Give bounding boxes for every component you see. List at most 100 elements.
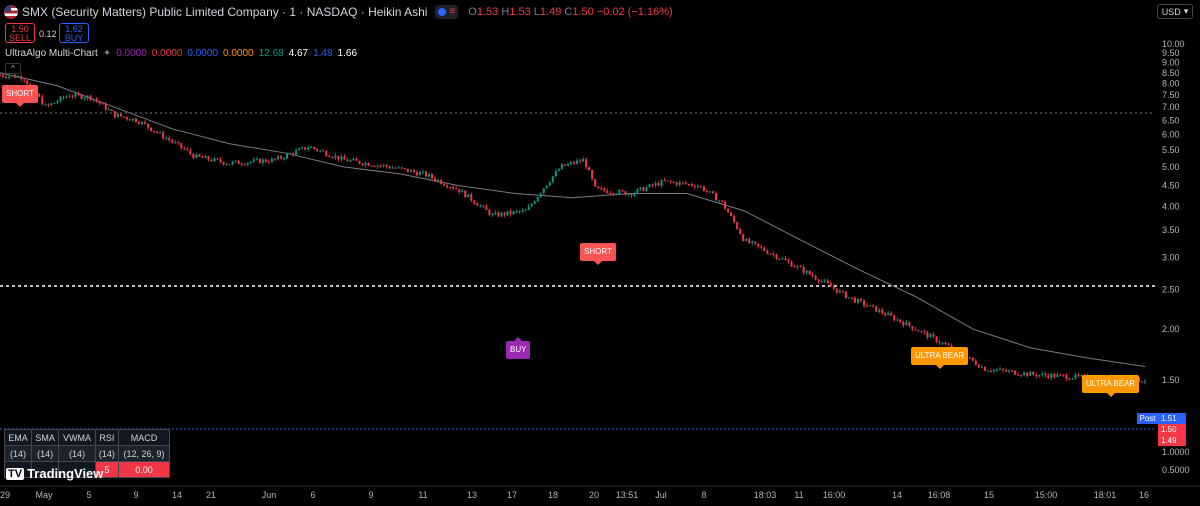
candle-body [331, 156, 334, 158]
candle-body [890, 313, 893, 316]
candle-body [657, 183, 660, 186]
candle-body [618, 190, 621, 194]
candle-body [349, 160, 352, 162]
candle-body [651, 184, 654, 186]
candle-body [1017, 374, 1020, 376]
symbol-title[interactable]: SMX (Security Matters) Public Limited Co… [22, 5, 428, 19]
candle-body [515, 211, 518, 213]
candle-body [512, 211, 515, 214]
candle-body [639, 187, 642, 189]
table-header: RSI [94, 429, 120, 446]
candle-body [563, 164, 566, 166]
table-header: VWMA [58, 429, 96, 446]
table-cell: 0.00 [118, 461, 170, 478]
candle-body [579, 160, 582, 162]
candle-body [920, 331, 923, 333]
candle-body [908, 322, 911, 326]
candle-body [282, 158, 285, 160]
candle-body [177, 142, 180, 144]
candle-body [355, 158, 358, 161]
candle-body [980, 366, 983, 368]
candle-body [1041, 373, 1044, 375]
candle-body [814, 276, 817, 280]
candle-body [258, 158, 261, 164]
candle-body [705, 191, 708, 193]
candle-body [376, 165, 379, 167]
candle-body [482, 205, 485, 207]
candle-body [633, 192, 636, 196]
candle-body [304, 147, 307, 150]
y-tick-label: 5.50 [1162, 145, 1180, 155]
candle-body [50, 103, 53, 106]
candle-body [301, 147, 304, 149]
session-pill[interactable]: ≡ [435, 5, 459, 19]
candle-body [328, 155, 331, 157]
candle-body [545, 185, 548, 189]
candle-body [663, 180, 666, 182]
candle-body [125, 117, 128, 120]
candle-body [343, 156, 346, 160]
candle-body [264, 159, 267, 162]
candle-body [397, 167, 400, 169]
candle-body [0, 74, 1, 76]
candle-body [225, 164, 228, 166]
candle-body [38, 93, 41, 97]
candle-body [1074, 374, 1077, 379]
candle-body [373, 166, 376, 168]
candle-body [796, 266, 799, 268]
candle-body [1080, 375, 1083, 377]
table-cell: (14) [3, 445, 33, 462]
candle-body [461, 190, 464, 193]
candle-body [44, 104, 47, 106]
candle-body [612, 193, 615, 195]
tradingview-logo[interactable]: TV TradingView [6, 466, 103, 481]
indicator-legend[interactable]: UltraAlgo Multi-Chart ✦ 0.0000 0.0000 0.… [5, 48, 357, 59]
collapse-legend-button[interactable]: ^ [5, 63, 21, 74]
currency-selector[interactable]: USD ▾ [1157, 4, 1193, 19]
candle-body [724, 201, 727, 209]
candle-body [11, 75, 14, 77]
candle-body [1005, 370, 1008, 372]
candle-body [509, 211, 512, 214]
candle-body [234, 160, 237, 162]
candle-body [718, 200, 721, 202]
candle-body [911, 325, 914, 330]
candle-body [286, 153, 289, 159]
candle-body [252, 159, 255, 162]
candle-body [566, 163, 569, 166]
candle-body [110, 109, 113, 112]
sell-button[interactable]: 1.50 SELL [5, 23, 35, 43]
tradingview-wordmark: TradingView [27, 466, 104, 481]
indicator-name[interactable]: UltraAlgo Multi-Chart [5, 48, 98, 59]
indicator-table: EMA SMA VWMA RSI MACD (14) (14) (14) (14… [3, 429, 170, 478]
table-cell: 5 [94, 461, 120, 478]
indicator-settings-icon[interactable]: ✦ [102, 48, 112, 59]
candle-body [1056, 374, 1059, 378]
candle-body [467, 194, 470, 198]
y-tick-label: 1.50 [1162, 375, 1180, 385]
candle-body [1053, 374, 1056, 378]
candle-body [847, 297, 850, 299]
candle-body [772, 253, 775, 255]
candle-body [394, 167, 397, 169]
x-tick-label: 13:51 [616, 490, 639, 500]
candle-body [1026, 372, 1029, 376]
candle-body [255, 158, 258, 160]
buy-button[interactable]: 1.62 BUY [59, 23, 89, 43]
candle-body [853, 297, 856, 303]
candle-body [147, 123, 150, 128]
candle-body [207, 156, 210, 160]
candle-body [591, 170, 594, 180]
candle-body [790, 261, 793, 267]
x-tick-label: 21 [206, 490, 216, 500]
candle-body [636, 188, 639, 193]
candle-body [449, 187, 452, 189]
candle-body [322, 150, 325, 152]
candle-body [1140, 381, 1143, 383]
x-tick-label: May [35, 490, 53, 500]
candle-body [844, 291, 847, 299]
candle-body [905, 322, 908, 326]
candle-body [310, 146, 313, 148]
candle-body [470, 194, 473, 201]
